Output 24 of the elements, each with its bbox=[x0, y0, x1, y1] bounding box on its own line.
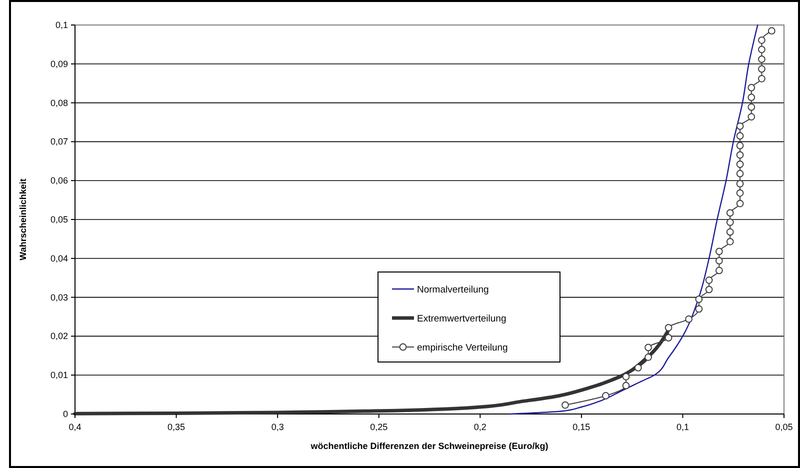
y-tick-label: 0,08 bbox=[50, 98, 68, 108]
y-tick-label: 0,1 bbox=[55, 20, 68, 30]
y-tick-label: 0,07 bbox=[50, 136, 68, 147]
legend-label: empirische Verteilung bbox=[417, 342, 508, 354]
x-tick-label: 0,2 bbox=[474, 422, 486, 432]
x-tick-label: 0,35 bbox=[168, 422, 186, 432]
x-tick-label: 0,3 bbox=[271, 422, 284, 432]
y-tick-label: 0,03 bbox=[50, 292, 68, 302]
legend-label: Normalverteilung bbox=[417, 284, 489, 296]
y-tick-label: 0 bbox=[62, 409, 68, 419]
y-tick-label: 0,01 bbox=[50, 370, 68, 380]
x-tick-label: 0,4 bbox=[68, 422, 82, 432]
y-tick-label: 0,05 bbox=[50, 214, 68, 224]
legend-label: Extremwertverteilung bbox=[417, 314, 506, 324]
y-axis-title: Wahrscheinlichkeit bbox=[18, 178, 28, 260]
y-tick-label: 0,09 bbox=[50, 58, 68, 69]
y-tick-label: 0,04 bbox=[50, 253, 68, 264]
x-tick-label: 0,25 bbox=[370, 422, 388, 432]
y-tick-label: 0,02 bbox=[50, 331, 68, 342]
y-tick-label: 0,06 bbox=[50, 176, 68, 186]
x-axis-title: wöchentliche Differenzen der Schweinepreise (Euro/kg) bbox=[310, 441, 548, 451]
x-tick-label: 0,1 bbox=[676, 422, 689, 432]
x-tick-label: 0,15 bbox=[572, 422, 590, 432]
x-tick-label: 0,05 bbox=[775, 422, 793, 432]
